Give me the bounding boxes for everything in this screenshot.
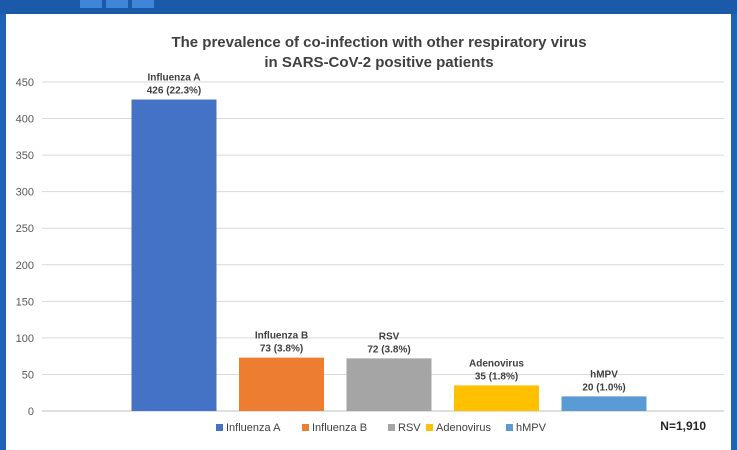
- data-label-value: 72 (3.8%): [367, 344, 410, 355]
- legend: Influenza A Influenza B RSV Adenovirus hMPV: [216, 422, 547, 434]
- legend-swatch: [302, 424, 309, 431]
- legend-swatch: [216, 424, 223, 431]
- bar-adenovirus: [454, 385, 539, 411]
- header-bar: [0, 0, 737, 14]
- header-block: [132, 0, 154, 8]
- data-labels: Influenza A 426 (22.3%) Influenza B 73 (3.8…: [147, 73, 626, 394]
- data-label-category: Adenovirus: [469, 358, 524, 369]
- bars: [131, 99, 647, 412]
- sample-size-note: N=1,910: [660, 419, 706, 433]
- y-tick-label: 400: [16, 114, 34, 126]
- chart-title-line-2: in SARS-CoV-2 positive patients: [264, 54, 493, 71]
- legend-label: hMPV: [516, 422, 547, 434]
- chart-title-line-1: The prevalence of co-infection with othe…: [171, 34, 586, 51]
- y-tick-label: 300: [16, 187, 34, 199]
- legend-swatch: [506, 424, 513, 431]
- data-label-value: 73 (3.8%): [260, 344, 303, 355]
- legend-label: Influenza B: [312, 422, 367, 434]
- bar-influenza-a: [131, 99, 217, 412]
- legend-label: RSV: [398, 422, 421, 434]
- data-label-value: 426 (22.3%): [147, 86, 201, 97]
- bar-hmpv: [561, 396, 647, 411]
- legend-label: Influenza A: [226, 422, 281, 434]
- y-tick-label: 350: [16, 150, 34, 162]
- data-label-category: RSV: [379, 331, 400, 342]
- bar-influenza-b: [239, 357, 324, 411]
- y-tick-label: 250: [16, 223, 34, 235]
- data-label-category: Influenza B: [255, 331, 308, 342]
- header-block: [106, 0, 128, 8]
- legend-label: Adenovirus: [436, 422, 492, 434]
- bar-rsv: [346, 358, 432, 411]
- bar-chart: The prevalence of co-infection with othe…: [16, 34, 724, 434]
- legend-swatch: [388, 424, 395, 431]
- y-tick-label: 50: [22, 369, 34, 381]
- y-tick-label: 0: [28, 406, 34, 418]
- chart-panel: The prevalence of co-infection with othe…: [6, 14, 731, 450]
- legend-swatch: [426, 424, 433, 431]
- y-tick-label: 450: [16, 77, 34, 89]
- header-block: [80, 0, 102, 8]
- data-label-category: hMPV: [590, 369, 618, 380]
- y-tick-label: 200: [16, 260, 34, 272]
- y-axis-ticks: 0 50 100 150 200 250 300 350 400 450: [16, 77, 34, 418]
- y-tick-label: 150: [16, 296, 34, 308]
- data-label-value: 35 (1.8%): [475, 371, 518, 382]
- data-label-category: Influenza A: [148, 73, 201, 84]
- data-label-value: 20 (1.0%): [582, 382, 625, 393]
- y-tick-label: 100: [16, 333, 34, 345]
